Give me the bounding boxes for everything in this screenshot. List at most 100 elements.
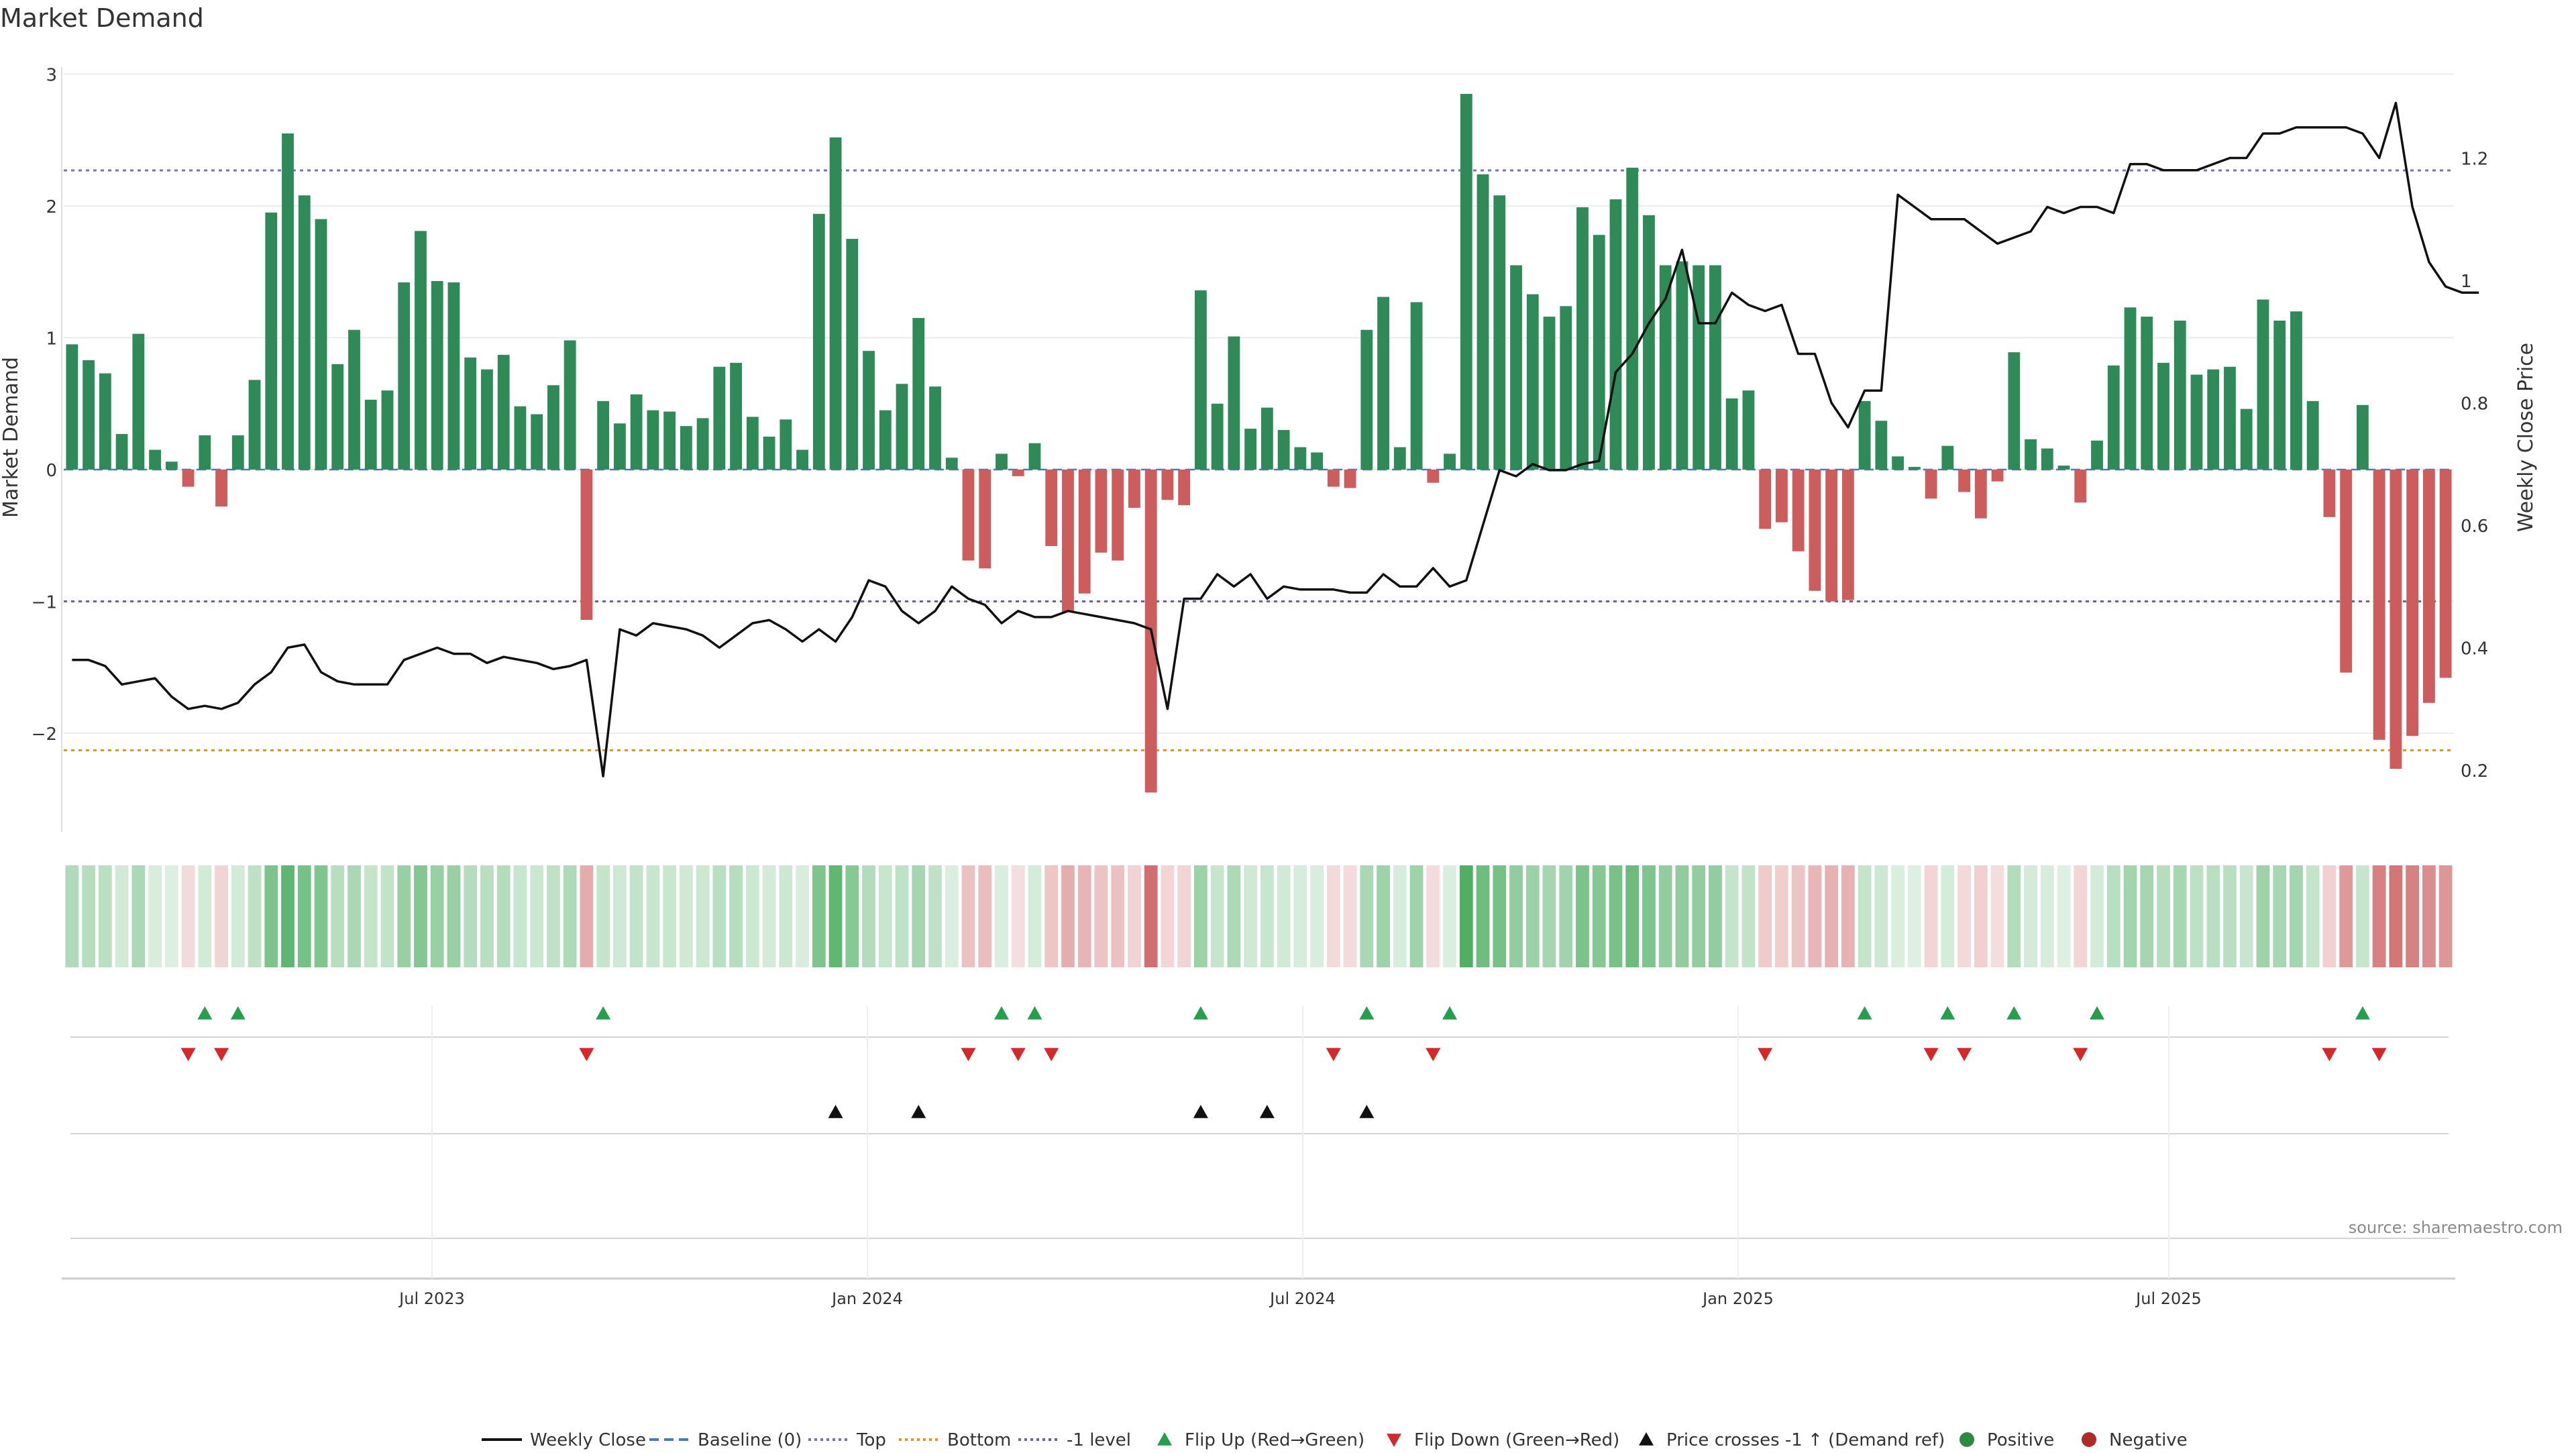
heat-cell <box>1974 865 1988 967</box>
heat-cell <box>1459 865 1473 967</box>
legend-item: -1 level <box>1018 1430 1131 1450</box>
weekly-close-series <box>72 101 2479 777</box>
y-tick-left: 3 <box>46 66 57 86</box>
heat-cell <box>978 865 992 967</box>
legend-item: Top <box>808 1430 886 1450</box>
demand-bar <box>315 219 327 470</box>
heat-cell <box>2140 865 2154 967</box>
heat-cell <box>1061 865 1075 967</box>
flip-down-marker <box>1010 1048 1026 1061</box>
heat-cell <box>995 865 1008 967</box>
demand-bar <box>630 394 643 470</box>
demand-bar <box>248 380 261 470</box>
heat-cell <box>679 865 693 967</box>
heat-cell <box>164 865 178 967</box>
heat-cell <box>2356 865 2369 967</box>
demand-bar <box>1062 470 1074 612</box>
demand-bar <box>1410 302 1423 470</box>
demand-bar <box>1095 470 1108 553</box>
legend-swatch <box>1387 1434 1401 1447</box>
demand-bar <box>1858 400 1871 470</box>
demand-bar <box>979 470 991 569</box>
heat-cell <box>2223 865 2237 967</box>
heat-cell <box>430 865 444 967</box>
demand-bar <box>1825 470 1838 602</box>
x-tick-label: Jan 2024 <box>830 1289 903 1308</box>
demand-bar <box>929 386 941 470</box>
flip-down-marker <box>1044 1048 1059 1061</box>
demand-bar <box>2041 448 2053 470</box>
legend-item: Flip Up (Red→Green) <box>1157 1430 1364 1450</box>
price-cross-marker <box>828 1105 843 1118</box>
demand-bar <box>1941 445 1954 470</box>
demand-bar <box>481 369 493 470</box>
demand-bars <box>66 93 2452 793</box>
heat-cell <box>2057 865 2071 967</box>
demand-bar <box>348 329 360 470</box>
demand-bar <box>2190 374 2203 470</box>
heat-cell <box>1377 865 1390 967</box>
y-ticks-left: 3 2 1 0 −1 −2 <box>32 66 57 745</box>
y-tick-right: 0.8 <box>2461 394 2488 415</box>
heat-cell <box>1609 865 1623 967</box>
demand-bar <box>829 137 842 470</box>
heat-cell <box>696 865 710 967</box>
demand-bar <box>115 433 128 470</box>
legend-label: Flip Up (Red→Green) <box>1185 1430 1364 1450</box>
y-tick-right: 0.2 <box>2461 761 2488 782</box>
legend-item: Negative <box>2082 1430 2188 1450</box>
heat-cell <box>248 865 262 967</box>
demand-bar <box>149 449 161 470</box>
heat-cell <box>878 865 892 967</box>
flip-up-marker <box>1442 1006 1458 1020</box>
flip-up-marker <box>2090 1006 2105 1020</box>
demand-bar <box>1311 452 1324 470</box>
demand-bar <box>1344 470 1356 488</box>
demand-bar <box>564 340 576 470</box>
demand-bar <box>996 453 1008 470</box>
heat-cell <box>2322 865 2337 967</box>
demand-bar <box>2074 470 2087 503</box>
demand-bar <box>1576 207 1589 470</box>
demand-bar <box>1360 329 1373 470</box>
y-tick-left: 1 <box>46 329 57 349</box>
demand-bar <box>780 419 792 470</box>
demand-bar <box>447 282 460 470</box>
price-cross-marker <box>1359 1105 1375 1118</box>
legend-label: Weekly Close <box>530 1430 646 1450</box>
heat-cell <box>2206 865 2220 967</box>
legend-label: Price crosses -1 ↑ (Demand ref) <box>1666 1430 1945 1450</box>
heat-cell <box>663 865 677 967</box>
demand-bar <box>415 231 427 470</box>
x-ticks: Jul 2023 Jan 2024 Jul 2024 Jan 2025 Jul 2025 <box>398 1289 2202 1308</box>
heat-cell <box>1194 865 1208 967</box>
heat-cell <box>1111 865 1125 967</box>
heat-cell <box>65 865 79 967</box>
demand-bar <box>2157 362 2169 470</box>
heat-cell <box>2123 865 2137 967</box>
legend-item: Price crosses -1 ↑ (Demand ref) <box>1639 1430 1945 1450</box>
demand-bar <box>1327 470 1340 487</box>
demand-bar <box>2373 470 2385 740</box>
demand-bar <box>1510 265 1522 470</box>
demand-bar <box>547 385 559 470</box>
heat-cell <box>1592 865 1606 967</box>
heat-cell <box>2256 865 2270 967</box>
demand-bar <box>962 470 975 561</box>
y-tick-left: 0 <box>46 461 57 481</box>
heat-cell <box>1509 865 1523 967</box>
flip-down-marker <box>214 1048 229 1061</box>
heat-cell <box>712 865 727 967</box>
demand-bar <box>132 333 145 470</box>
demand-bar <box>696 418 709 470</box>
demand-bar <box>1194 290 1207 470</box>
heat-cell <box>1360 865 1374 967</box>
demand-bar <box>1012 470 1024 476</box>
heat-cell <box>148 865 162 967</box>
heat-cell <box>1525 865 1540 967</box>
demand-bar <box>1759 470 1772 529</box>
demand-bar <box>2057 466 2070 470</box>
heat-cell <box>281 865 294 967</box>
y-axis-right-title: Weekly Close Price <box>2514 343 2538 532</box>
legend-label: Bottom <box>947 1430 1011 1450</box>
